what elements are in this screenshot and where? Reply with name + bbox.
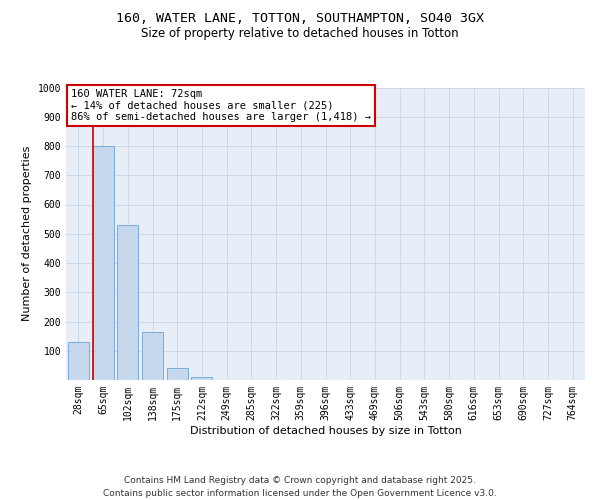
Text: 160 WATER LANE: 72sqm
← 14% of detached houses are smaller (225)
86% of semi-det: 160 WATER LANE: 72sqm ← 14% of detached … [71, 89, 371, 122]
Text: Size of property relative to detached houses in Totton: Size of property relative to detached ho… [141, 28, 459, 40]
Bar [142, 332, 163, 380]
Bar [167, 368, 188, 380]
Text: 160, WATER LANE, TOTTON, SOUTHAMPTON, SO40 3GX: 160, WATER LANE, TOTTON, SOUTHAMPTON, SO… [116, 12, 484, 26]
X-axis label: Distribution of detached houses by size in Totton: Distribution of detached houses by size … [190, 426, 461, 436]
Bar [68, 342, 89, 380]
Text: Contains HM Land Registry data © Crown copyright and database right 2025.: Contains HM Land Registry data © Crown c… [124, 476, 476, 485]
Text: Contains public sector information licensed under the Open Government Licence v3: Contains public sector information licen… [103, 489, 497, 498]
Bar [92, 146, 113, 380]
Bar [117, 225, 138, 380]
Y-axis label: Number of detached properties: Number of detached properties [22, 146, 32, 322]
Bar [191, 377, 212, 380]
